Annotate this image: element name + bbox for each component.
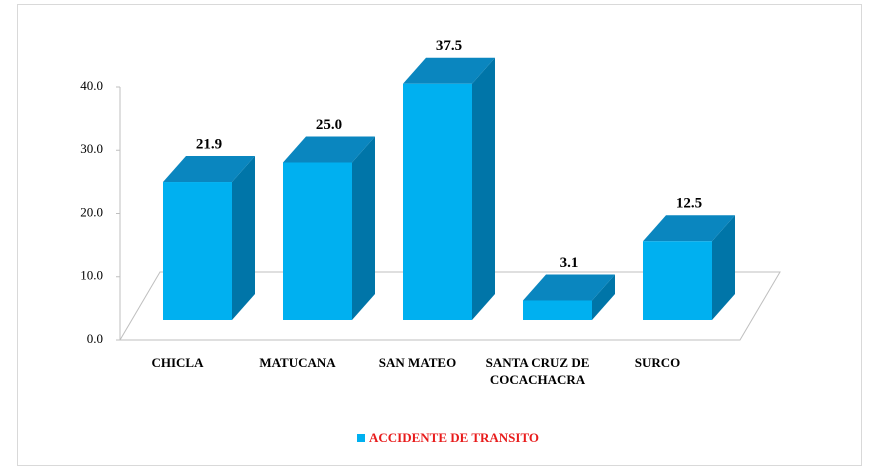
bar — [403, 83, 472, 320]
bar-side — [352, 136, 375, 320]
legend-label: ACCIDENTE DE TRANSITO — [369, 430, 539, 445]
data-label: 3.1 — [560, 255, 579, 271]
data-label: 25.0 — [316, 117, 342, 133]
x-tick-label: SURCO — [634, 355, 681, 370]
legend-swatch — [357, 434, 365, 442]
y-tick-label: 10.0 — [80, 268, 103, 283]
bar — [283, 162, 352, 320]
bar-side — [592, 274, 615, 320]
data-label: 37.5 — [436, 38, 462, 54]
x-tick-label: SAN MATEO — [378, 355, 457, 370]
y-tick-label: 20.0 — [80, 204, 103, 219]
data-label: 21.9 — [196, 136, 222, 152]
bar-top — [643, 215, 735, 242]
bar — [523, 300, 592, 320]
bar-side — [472, 57, 495, 320]
bar-top — [283, 136, 375, 163]
data-label: 12.5 — [676, 196, 702, 212]
bar-top — [523, 274, 615, 301]
floor — [119, 271, 781, 341]
y-tick-label: 30.0 — [80, 141, 103, 156]
bar — [163, 182, 232, 320]
y-tick-label: 40.0 — [80, 78, 103, 93]
bar — [643, 241, 712, 320]
x-tick-label: MATUCANA — [259, 355, 336, 370]
y-tick-label: 0.0 — [87, 331, 103, 346]
bar-top — [163, 156, 255, 183]
bar-top — [403, 57, 495, 84]
bar-side — [232, 156, 255, 320]
bar-side — [712, 215, 735, 320]
x-tick-label: CHICLA — [151, 355, 204, 370]
x-tick-label: SANTA CRUZ DE COCACHACRA — [485, 355, 590, 387]
